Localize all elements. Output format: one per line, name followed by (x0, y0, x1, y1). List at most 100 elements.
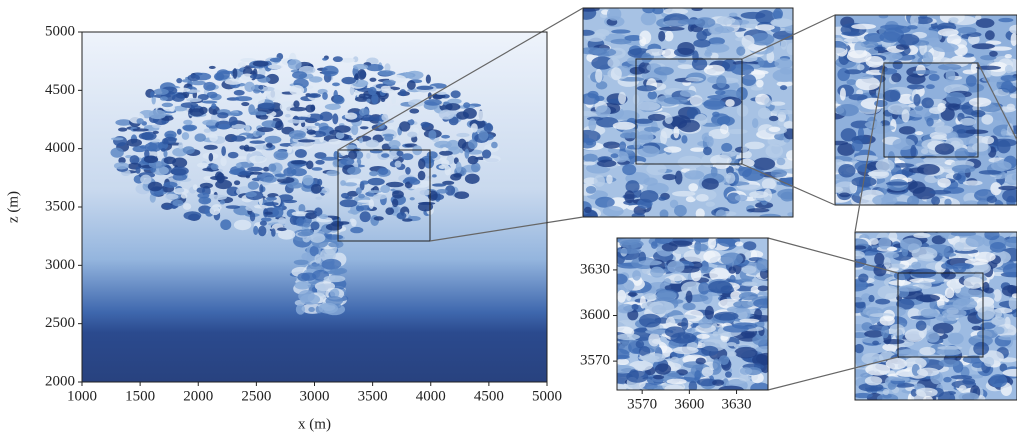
texture (252, 60, 269, 67)
texture (970, 62, 978, 74)
texture (776, 81, 793, 87)
texture (696, 378, 717, 387)
texture (759, 213, 782, 217)
texture (714, 26, 735, 33)
texture (450, 90, 461, 99)
texture (751, 70, 769, 75)
texture (110, 147, 124, 158)
texture (968, 334, 993, 347)
texture (620, 132, 633, 139)
texture (264, 135, 282, 144)
texture (277, 217, 286, 225)
texture (688, 380, 698, 390)
texture (225, 205, 241, 209)
texture (181, 132, 190, 140)
texture (431, 183, 447, 187)
texture (319, 214, 328, 220)
texture (658, 196, 667, 201)
texture (381, 143, 391, 151)
texture (208, 65, 216, 69)
texture (718, 385, 745, 390)
zoom-image (583, 8, 793, 217)
texture (716, 16, 736, 25)
texture (725, 172, 736, 184)
texture (695, 357, 706, 365)
texture (959, 117, 977, 126)
texture (755, 201, 774, 209)
texture (901, 109, 910, 123)
texture (879, 125, 896, 131)
texture (369, 170, 379, 177)
texture (772, 110, 793, 115)
texture (786, 150, 793, 161)
texture (491, 141, 498, 149)
y-tick-label: 4500 (45, 82, 75, 98)
texture (1009, 93, 1017, 99)
texture (381, 113, 389, 121)
texture (971, 43, 995, 50)
texture (358, 193, 365, 199)
texture (234, 156, 250, 160)
texture (346, 190, 359, 197)
texture (208, 152, 214, 162)
texture (118, 127, 128, 132)
texture (983, 356, 995, 367)
texture (727, 351, 737, 357)
texture (261, 120, 279, 128)
texture (900, 237, 923, 251)
texture (958, 392, 980, 400)
texture (920, 308, 938, 318)
texture (619, 141, 627, 151)
texture (357, 69, 367, 80)
texture (442, 147, 448, 152)
texture (617, 303, 635, 313)
texture (929, 189, 952, 195)
x-tick-label: 2500 (241, 388, 271, 404)
texture (685, 77, 704, 82)
texture (1002, 263, 1017, 277)
texture (921, 148, 929, 155)
texture (710, 154, 732, 166)
texture (739, 318, 760, 323)
texture (253, 225, 259, 235)
texture (385, 207, 395, 215)
texture (180, 102, 199, 108)
x-tick-label: 5000 (532, 388, 562, 404)
texture (366, 98, 371, 103)
texture (666, 378, 687, 385)
texture (181, 79, 191, 83)
texture (908, 181, 926, 194)
texture (152, 130, 159, 134)
texture (150, 91, 155, 98)
texture (314, 254, 322, 264)
texture (219, 200, 226, 205)
texture (679, 89, 697, 97)
texture (674, 170, 683, 185)
texture (710, 52, 719, 60)
texture (329, 268, 346, 275)
texture (896, 298, 915, 310)
texture (362, 114, 374, 122)
texture (682, 302, 696, 311)
texture (416, 85, 434, 91)
texture (444, 165, 451, 176)
texture (439, 150, 453, 156)
texture (309, 245, 319, 257)
texture (755, 24, 775, 31)
texture (307, 93, 321, 98)
x-tick-label: 2000 (183, 388, 213, 404)
texture (756, 352, 768, 365)
texture (612, 121, 636, 130)
texture (456, 132, 470, 138)
texture (991, 316, 1006, 326)
texture (273, 150, 289, 161)
texture (203, 144, 218, 150)
texture (585, 186, 597, 194)
texture (405, 70, 424, 80)
texture (182, 124, 198, 131)
texture (1001, 80, 1014, 93)
texture (670, 356, 680, 363)
texture (855, 245, 867, 250)
texture (438, 109, 455, 120)
